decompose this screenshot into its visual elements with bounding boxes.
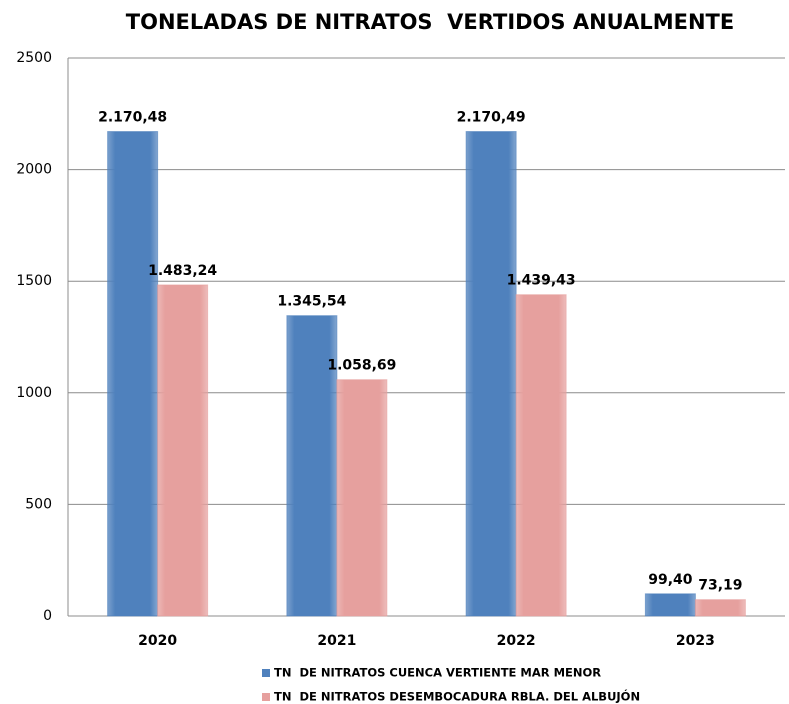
y-tick-label: 2500: [16, 50, 52, 66]
bar: [466, 131, 517, 616]
x-tick-label: 2020: [138, 633, 177, 649]
bar-outline: [515, 294, 567, 617]
bar: [157, 284, 208, 616]
x-tick-label: 2022: [497, 633, 536, 649]
bar: [336, 379, 387, 616]
bar: [516, 294, 567, 616]
legend-swatch: [262, 693, 270, 701]
bar: [695, 599, 746, 616]
y-tick-label: 2000: [16, 162, 52, 178]
value-label: 2.170,48: [98, 110, 167, 126]
bar-outline: [336, 379, 388, 617]
bar-outline: [157, 284, 209, 617]
legend-swatch: [262, 669, 270, 677]
bar-outline: [694, 599, 746, 617]
y-tick-label: 1000: [16, 385, 52, 401]
value-label: 73,19: [698, 578, 742, 594]
chart-title: TONELADAS DE NITRATOS VERTIDOS ANUALMENT…: [126, 10, 734, 34]
bar: [107, 131, 158, 616]
value-label: 1.483,24: [148, 263, 217, 279]
y-tick-label: 1500: [16, 273, 52, 289]
legend-label: TN DE NITRATOS DESEMBOCADURA RBLA. DEL A…: [274, 689, 640, 704]
legend-label: TN DE NITRATOS CUENCA VERTIENTE MAR MENO…: [274, 666, 601, 680]
y-tick-label: 0: [43, 608, 52, 624]
value-label: 1.439,43: [507, 273, 576, 289]
bar: [645, 593, 696, 616]
value-label: 1.058,69: [327, 358, 396, 374]
y-tick-label: 500: [25, 496, 52, 512]
x-tick-label: 2023: [676, 633, 715, 649]
bar: [286, 315, 337, 616]
value-label: 1.345,54: [277, 294, 346, 310]
value-label: 2.170,49: [457, 110, 526, 126]
x-tick-label: 2021: [317, 633, 356, 649]
value-label: 99,40: [648, 572, 693, 588]
